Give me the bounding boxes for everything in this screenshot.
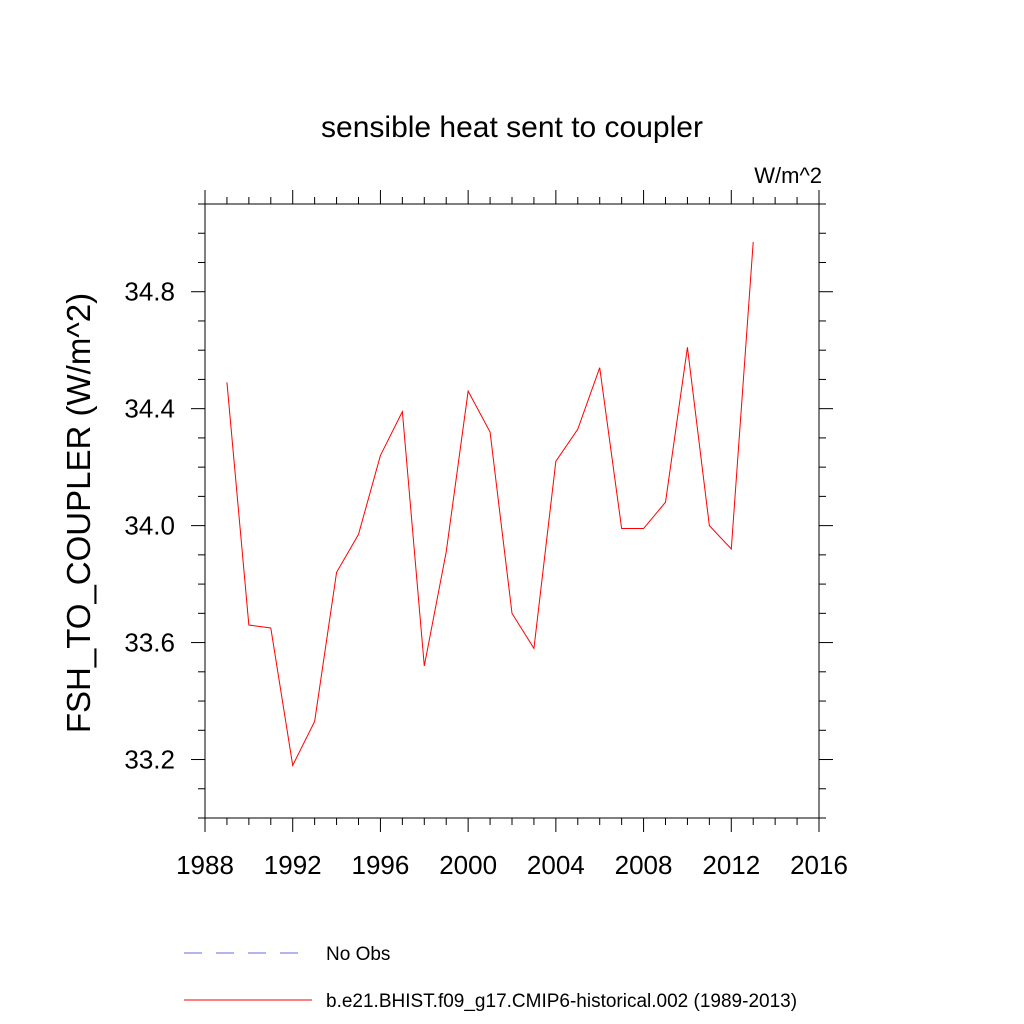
- x-tick-label: 2004: [527, 850, 585, 880]
- y-tick-label: 34.4: [124, 394, 175, 424]
- chart-title: sensible heat sent to coupler: [321, 111, 703, 144]
- x-tick-label: 2008: [615, 850, 673, 880]
- y-axis-label: FSH_TO_COUPLER (W/m^2): [60, 293, 97, 733]
- y-tick-label: 33.6: [124, 628, 175, 658]
- x-tick-label: 2016: [790, 850, 848, 880]
- axes: 1988 1992 1996 2000 2004 2008 2012 2016 33.2 33.6…: [124, 190, 848, 880]
- series-line-1: [226, 241, 754, 767]
- units-label: W/m^2: [754, 163, 822, 188]
- plot-frame: [204, 203, 820, 819]
- x-tick-label: 2012: [702, 850, 760, 880]
- legend: No Obs b.e21.BHIST.f09_g17.CMIP6-historic…: [184, 944, 797, 1012]
- x-tick-label: 2000: [439, 850, 497, 880]
- x-tick-label: 1992: [264, 850, 322, 880]
- legend-label: b.e21.BHIST.f09_g17.CMIP6-historical.002…: [326, 991, 797, 1012]
- series-layer: [226, 241, 754, 767]
- legend-label: No Obs: [326, 944, 390, 965]
- x-tick-label: 1988: [176, 850, 234, 880]
- y-tick-label: 34.8: [124, 277, 175, 307]
- x-tick-label: 1996: [352, 850, 410, 880]
- y-tick-label: 33.2: [124, 745, 175, 775]
- y-tick-label: 34.0: [124, 511, 175, 541]
